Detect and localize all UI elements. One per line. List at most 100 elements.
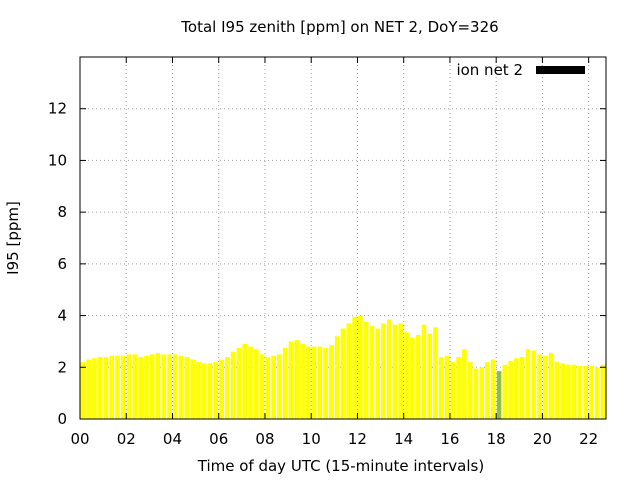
bar-89 <box>595 367 600 419</box>
bar-26 <box>230 351 236 419</box>
bar-28 <box>242 344 248 419</box>
bar-53 <box>386 319 392 419</box>
bar-85 <box>571 364 577 419</box>
bar-32 <box>265 356 271 419</box>
bar-51 <box>375 328 380 419</box>
bar-12 <box>149 354 155 419</box>
x-tick-label-5: 10 <box>302 430 321 448</box>
bar-37 <box>294 340 300 419</box>
bar-33 <box>271 355 276 419</box>
legend: ion net 2 <box>456 61 585 79</box>
bar-0 <box>80 362 86 419</box>
bar-72 <box>496 371 502 419</box>
bar-43 <box>329 345 334 419</box>
bar-29 <box>248 346 253 419</box>
x-axis-label: Time of day UTC (15-minute intervals) <box>197 457 484 475</box>
bar-59 <box>421 324 427 419</box>
bar-6 <box>115 355 120 419</box>
y-tick-label-2: 4 <box>57 307 67 325</box>
chart-title: Total I95 zenith [ppm] on NET 2, DoY=326 <box>180 18 498 36</box>
y-axis-label: I95 [ppm] <box>4 201 22 275</box>
bar-41 <box>317 346 323 419</box>
bar-81 <box>548 353 554 419</box>
bar-58 <box>415 334 421 419</box>
bar-56 <box>404 332 409 419</box>
legend-label: ion net 2 <box>456 61 523 79</box>
legend-swatch <box>536 66 585 74</box>
bar-14 <box>161 354 167 419</box>
bar-40 <box>311 346 317 419</box>
bar-90 <box>600 364 606 419</box>
bar-2 <box>92 358 97 419</box>
x-tick-label-7: 14 <box>394 430 413 448</box>
bar-38 <box>300 344 305 419</box>
bar-86 <box>577 365 583 419</box>
bar-27 <box>236 347 242 419</box>
bar-30 <box>253 349 259 419</box>
bar-3 <box>97 356 103 419</box>
bar-54 <box>392 324 398 419</box>
bar-18 <box>184 356 190 419</box>
x-tick-label-2: 04 <box>163 430 182 448</box>
bar-60 <box>427 333 433 419</box>
y-tick-label-5: 10 <box>48 151 67 169</box>
bar-63 <box>444 355 450 419</box>
bar-21 <box>201 363 207 419</box>
bar-34 <box>277 354 282 419</box>
bar-9 <box>132 354 138 419</box>
bar-19 <box>190 359 196 419</box>
bar-39 <box>306 346 311 419</box>
bar-67 <box>467 362 473 419</box>
bar-83 <box>560 363 565 419</box>
bar-35 <box>282 347 288 419</box>
bar-10 <box>138 356 144 419</box>
y-tick-label-6: 12 <box>48 100 67 118</box>
x-tick-label-6: 12 <box>348 430 367 448</box>
bar-8 <box>126 354 132 419</box>
bar-62 <box>438 356 444 419</box>
bar-1 <box>86 359 91 419</box>
bar-31 <box>259 354 265 419</box>
bar-46 <box>346 323 352 419</box>
x-tick-label-9: 18 <box>487 430 506 448</box>
bar-71 <box>490 359 496 419</box>
plot-frame <box>79 56 607 420</box>
bar-70 <box>485 362 490 419</box>
bar-48 <box>358 315 363 419</box>
bar-57 <box>410 337 415 419</box>
bar-47 <box>352 316 357 419</box>
bar-82 <box>554 362 560 419</box>
bar-45 <box>340 328 346 419</box>
bar-76 <box>519 356 525 419</box>
bar-13 <box>155 353 161 419</box>
bar-44 <box>334 336 340 419</box>
bar-22 <box>207 363 213 419</box>
y-tick-label-0: 0 <box>57 410 67 428</box>
bar-5 <box>109 355 115 419</box>
bar-88 <box>589 365 594 419</box>
bar-25 <box>225 356 230 419</box>
bar-61 <box>433 327 438 419</box>
x-tick-label-0: 00 <box>70 430 89 448</box>
y-tick-label-1: 2 <box>57 358 67 376</box>
y-tick-label-3: 6 <box>57 255 67 273</box>
x-tick-label-1: 02 <box>117 430 136 448</box>
bar-69 <box>479 367 485 419</box>
bar-16 <box>173 354 178 419</box>
bars <box>80 315 606 419</box>
bar-55 <box>398 323 404 419</box>
x-tick-label-4: 08 <box>255 430 274 448</box>
bar-65 <box>456 356 461 419</box>
bar-36 <box>288 341 294 419</box>
bar-20 <box>196 362 201 419</box>
x-tick-label-8: 16 <box>440 430 459 448</box>
bar-80 <box>542 355 548 419</box>
bar-42 <box>323 347 328 419</box>
grid <box>80 57 606 419</box>
bar-49 <box>363 322 369 419</box>
bar-77 <box>525 349 531 419</box>
bar-11 <box>144 355 149 419</box>
bar-84 <box>566 364 571 419</box>
x-tick-label-3: 06 <box>209 430 228 448</box>
